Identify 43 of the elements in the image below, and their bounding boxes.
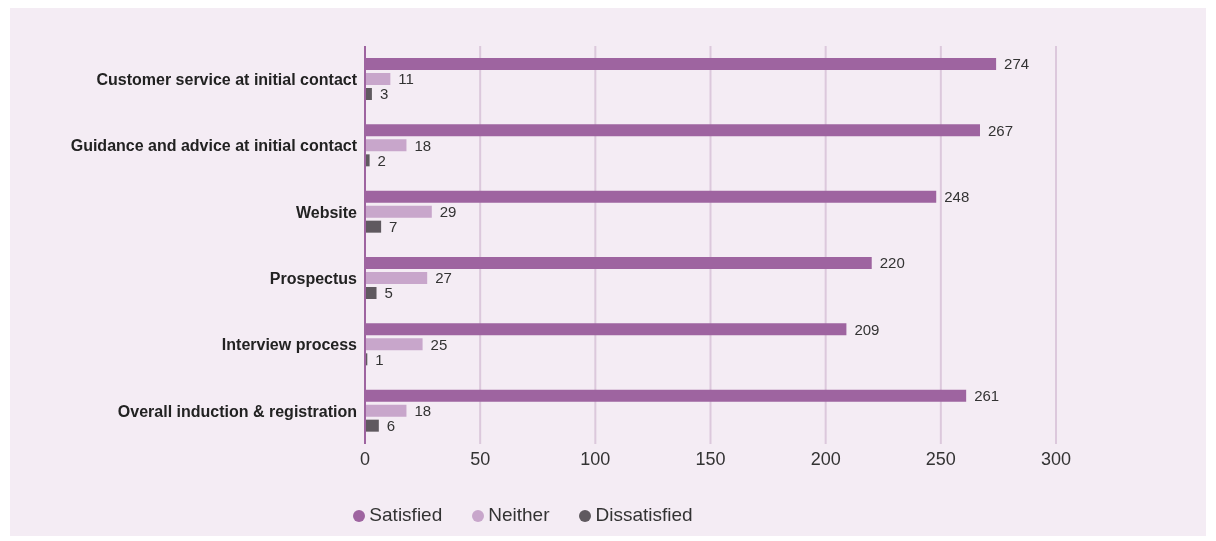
bar (365, 338, 423, 351)
data-label: 6 (386, 416, 396, 434)
x-tick-label: 100 (580, 448, 611, 469)
data-label: 3 (379, 85, 389, 103)
data-label: 261 (974, 386, 1000, 404)
x-tick-label: 250 (925, 448, 956, 469)
data-label: 11 (398, 70, 414, 88)
bar (365, 419, 379, 432)
data-label: 267 (987, 121, 1014, 139)
data-label: 274 (1004, 55, 1030, 73)
bar (365, 139, 407, 152)
data-label: 18 (414, 401, 432, 419)
data-label: 27 (435, 269, 452, 287)
bar (365, 73, 391, 85)
y-tick-label: Prospectus (269, 269, 358, 287)
data-label: 5 (384, 284, 393, 302)
y-tick-label: Website (295, 203, 358, 221)
data-label: 209 (854, 320, 880, 338)
y-tick-label: Interview process (221, 336, 358, 354)
data-label: 7 (389, 217, 398, 235)
bar (365, 220, 382, 233)
bar (365, 404, 407, 417)
bar (365, 287, 377, 299)
x-tick-label: 50 (470, 448, 491, 469)
bar (365, 205, 432, 218)
data-label: 1 (375, 350, 384, 368)
y-tick-label: Customer service at initial contact (96, 70, 358, 88)
legend-label: Satisfied (369, 504, 443, 525)
y-tick-label: Overall induction & registration (117, 402, 357, 420)
data-label: 18 (414, 136, 432, 154)
x-tick-label: 200 (810, 448, 841, 469)
data-label: 248 (944, 187, 970, 205)
legend-label: Dissatisfied (595, 504, 693, 525)
data-label: 29 (439, 202, 457, 220)
data-label: 2 (377, 151, 386, 169)
data-label: 25 (430, 335, 448, 353)
x-tick-label: 0 (359, 448, 371, 469)
x-tick-label: 300 (1040, 448, 1072, 469)
data-label: 220 (879, 254, 905, 272)
x-tick-label: 150 (695, 448, 726, 469)
legend-label: Neither (488, 504, 550, 525)
bar (365, 272, 428, 284)
y-tick-label: Guidance and advice at initial contact (70, 137, 358, 155)
